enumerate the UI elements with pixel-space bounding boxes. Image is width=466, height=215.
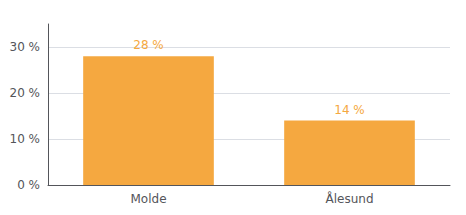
svg-text:30 %: 30 %	[10, 40, 41, 54]
svg-text:28 %: 28 %	[133, 38, 164, 52]
svg-text:10 %: 10 %	[10, 132, 41, 146]
svg-text:0 %: 0 %	[17, 178, 40, 192]
svg-text:14 %: 14 %	[334, 103, 365, 117]
svg-text:20 %: 20 %	[10, 86, 41, 100]
svg-text:Molde: Molde	[130, 192, 166, 206]
svg-text:Ålesund: Ålesund	[325, 191, 373, 206]
